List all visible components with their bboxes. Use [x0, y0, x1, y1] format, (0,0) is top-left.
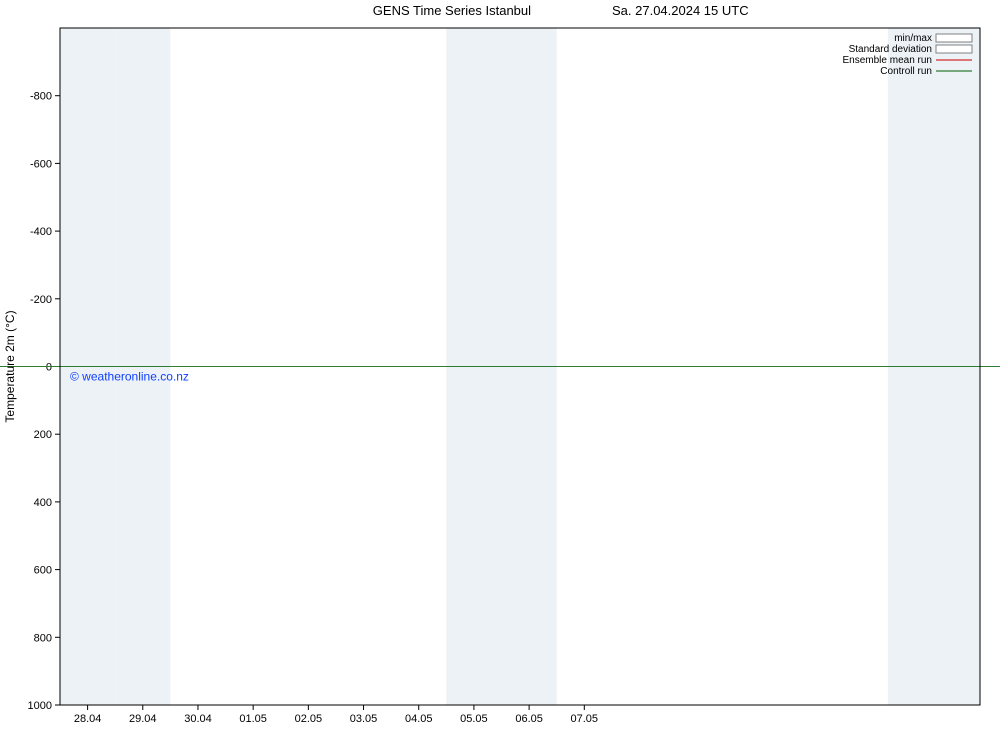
y-tick-label: 200 [34, 429, 52, 441]
y-tick-label: -200 [30, 294, 52, 306]
legend-label: min/max [894, 33, 932, 44]
y-tick-label: -600 [30, 158, 52, 170]
watermark: © weatheronline.co.nz [70, 370, 189, 384]
x-tick-label: 01.05 [239, 713, 267, 725]
y-tick-label: 1000 [28, 700, 52, 712]
legend-label: Ensemble mean run [843, 55, 933, 66]
x-tick-label: 28.04 [74, 713, 102, 725]
x-tick-label: 30.04 [184, 713, 212, 725]
legend-label: Controll run [880, 66, 932, 77]
y-tick-label: 0 [46, 362, 52, 374]
chart-title-left: GENS Time Series Istanbul [373, 3, 531, 18]
x-tick-label: 06.05 [515, 713, 543, 725]
chart-title-right: Sa. 27.04.2024 15 UTC [612, 3, 749, 18]
legend-label: Standard deviation [849, 44, 932, 55]
y-tick-label: -800 [30, 91, 52, 103]
chart-container: -800 -600 -400 -200 0 200 400 600 800 1000 28.04 29… [0, 0, 1000, 733]
chart-svg: -800 -600 -400 -200 0 200 400 600 800 1000 28.04 29… [0, 0, 1000, 733]
x-tick-label: 07.05 [571, 713, 599, 725]
x-tick-label: 04.05 [405, 713, 433, 725]
y-tick-label: 400 [34, 497, 52, 509]
y-tick-label: 800 [34, 632, 52, 644]
x-tick-label: 03.05 [350, 713, 378, 725]
y-tick-label: 600 [34, 565, 52, 577]
x-tick-label: 02.05 [295, 713, 323, 725]
y-axis-label: Temperature 2m (°C) [3, 310, 17, 422]
x-tick-label: 29.04 [129, 713, 157, 725]
y-tick-label: -400 [30, 226, 52, 238]
x-tick-label: 05.05 [460, 713, 488, 725]
